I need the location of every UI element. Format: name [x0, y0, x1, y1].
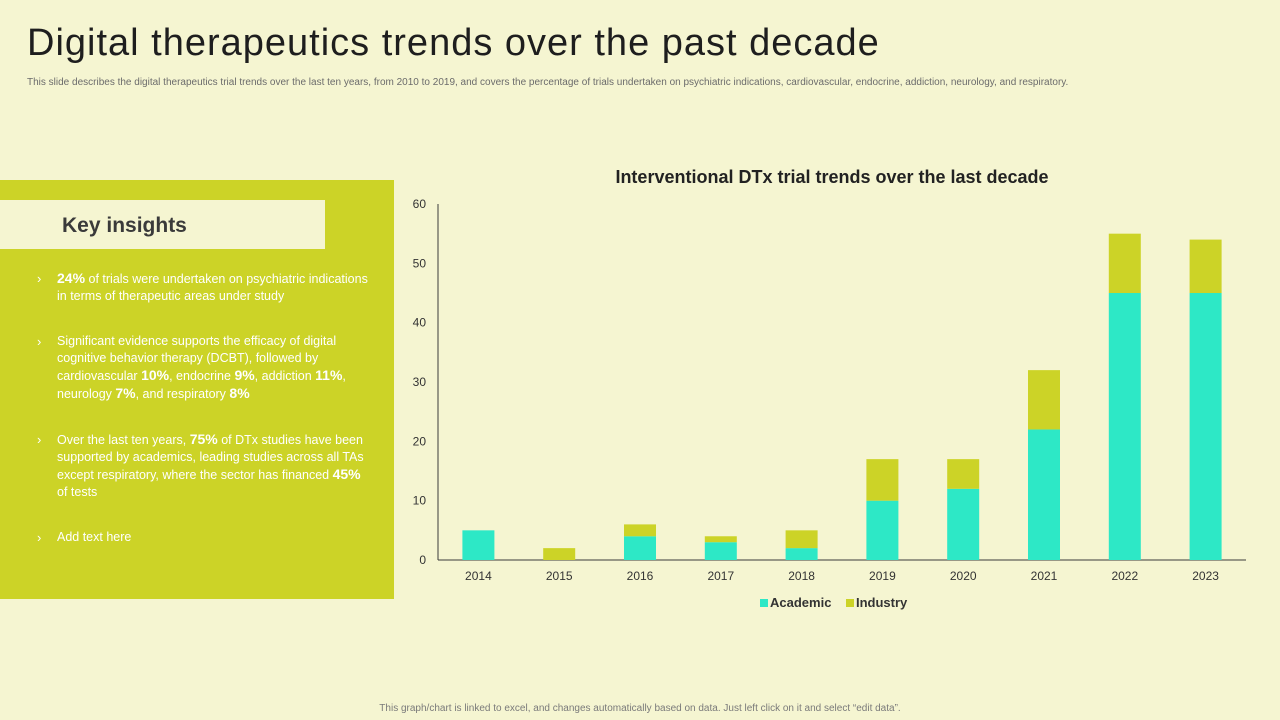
chevron-right-icon: ›	[37, 530, 42, 545]
x-tick-label: 2022	[1111, 569, 1138, 583]
bar-academic-2021	[1028, 429, 1060, 560]
bar-industry-2023	[1189, 239, 1222, 293]
y-tick-label: 60	[413, 197, 427, 211]
x-tick-label: 2023	[1192, 569, 1219, 583]
legend-label-academic: Academic	[770, 595, 832, 610]
bar-industry-2015	[543, 548, 576, 560]
x-tick-label: 2020	[950, 569, 977, 583]
x-tick-label: 2019	[869, 569, 896, 583]
legend-swatch-industry	[846, 599, 854, 607]
x-tick-label: 2015	[546, 569, 573, 583]
bar-academic-2022	[1108, 293, 1141, 560]
page-subtitle: This slide describes the digital therape…	[27, 77, 1069, 88]
bar-academic-2023	[1189, 293, 1222, 560]
bar-industry-2020	[947, 459, 980, 489]
insight-highlight-value: 75%	[189, 431, 218, 447]
bar-industry-2016	[624, 524, 656, 537]
key-insights-header: Key insights	[0, 200, 325, 249]
x-tick-label: 2018	[788, 569, 815, 583]
y-tick-label: 30	[413, 375, 427, 389]
insight-text: Add text here	[57, 529, 369, 546]
legend-swatch-academic	[760, 599, 768, 607]
bar-academic-2020	[947, 488, 980, 560]
key-insights-panel: Key insights › 24% of trials were underta…	[0, 180, 394, 599]
bar-industry-2017	[704, 536, 737, 543]
insight-text-segment: of tests	[57, 485, 98, 499]
bar-industry-2022	[1108, 233, 1141, 293]
insight-highlight-value: 8%	[229, 385, 250, 401]
y-tick-label: 10	[413, 494, 427, 508]
x-tick-label: 2016	[627, 569, 654, 583]
chevron-right-icon: ›	[37, 334, 42, 349]
y-tick-label: 20	[413, 434, 427, 448]
bar-academic-2019	[866, 500, 899, 560]
chart-legend: Academic Industry	[400, 595, 1280, 613]
insight-highlight-value: 10%	[141, 367, 170, 383]
chevron-right-icon: ›	[37, 271, 42, 286]
insight-text: Significant evidence supports the effica…	[57, 333, 369, 403]
bar-academic-2014	[462, 530, 495, 560]
insight-highlight-value: 45%	[332, 466, 361, 482]
insight-text-segment: Over the last ten years,	[57, 433, 190, 447]
insight-text-segment: Add text here	[57, 530, 132, 544]
insight-text: 24% of trials were undertaken on psychia…	[57, 270, 369, 305]
bar-industry-2018	[785, 530, 818, 549]
insight-highlight-value: 11%	[315, 367, 343, 383]
insight-highlight-value: 9%	[234, 367, 255, 383]
insight-text: Over the last ten years, 75% of DTx stud…	[57, 431, 369, 501]
insight-text-segment: , neurology	[57, 369, 346, 401]
insight-text-segment: of DTx studies have been supported by ac…	[57, 433, 364, 482]
bar-industry-2021	[1028, 370, 1060, 430]
x-tick-label: 2017	[707, 569, 734, 583]
bar-academic-2017	[704, 542, 737, 560]
insight-text-segment: , addiction	[254, 369, 316, 383]
y-tick-label: 50	[413, 256, 427, 270]
x-tick-label: 2021	[1031, 569, 1058, 583]
insight-text-segment: , and respiratory	[135, 387, 230, 401]
chevron-right-icon: ›	[37, 432, 42, 447]
bar-industry-2019	[866, 459, 899, 501]
page-title: Digital therapeutics trends over the pas…	[27, 22, 880, 64]
bar-academic-2016	[624, 536, 656, 560]
y-tick-label: 40	[413, 316, 427, 330]
footer-note: This graph/chart is linked to excel, and…	[379, 703, 901, 714]
insight-text-segment: , endocrine	[169, 369, 235, 383]
bar-academic-2018	[785, 548, 818, 560]
insight-highlight-value: 7%	[115, 385, 136, 401]
x-tick-label: 2014	[465, 569, 492, 583]
insight-text-segment: Significant evidence supports the effica…	[57, 334, 337, 383]
insight-text-segment: of trials were undertaken on psychiatric…	[57, 272, 368, 303]
legend-label-industry: Industry	[856, 595, 908, 610]
key-insights-title: Key insights	[62, 214, 187, 237]
insight-highlight-value: 24%	[57, 270, 86, 286]
y-tick-label: 0	[419, 553, 426, 567]
stacked-bar-chart: 0 10 20 30 40 50 60 2014 2015 2016 2017 2018 2019 202…	[413, 197, 1246, 583]
chart-title: Interventional DTx trial trends over the…	[615, 167, 1049, 187]
